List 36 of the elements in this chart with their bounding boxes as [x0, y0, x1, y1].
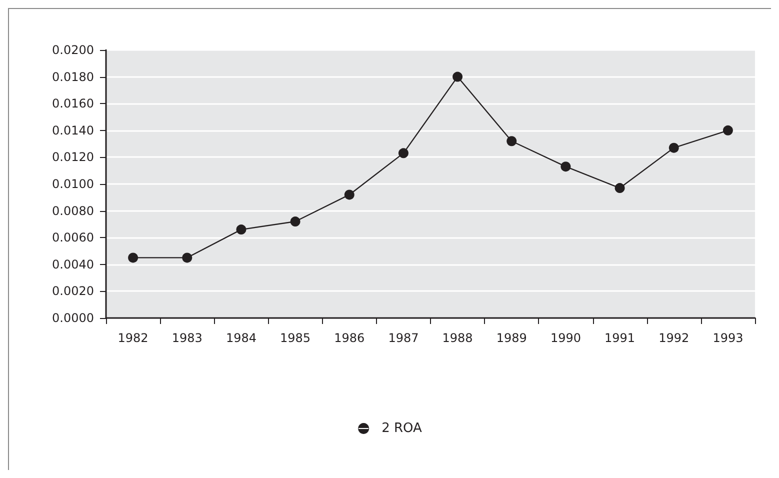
y-tick-label: 0.0080	[52, 204, 94, 218]
x-tick-label: 1988	[442, 331, 473, 345]
x-tick-label: 1987	[388, 331, 419, 345]
x-tick-label: 1985	[280, 331, 311, 345]
x-tick-label: 1984	[226, 331, 256, 345]
point	[398, 148, 408, 158]
x-tick-label: 1989	[496, 331, 527, 345]
x-tick-label: 1993	[712, 331, 744, 345]
point	[722, 125, 733, 136]
x-tick-label: 1986	[334, 331, 365, 345]
x-tick-label: 1991	[604, 331, 636, 345]
point	[128, 252, 138, 263]
point	[290, 216, 300, 227]
x-tick-label: 1983	[172, 331, 202, 345]
point	[452, 72, 463, 82]
point	[560, 162, 571, 172]
point	[506, 136, 517, 146]
y-tick-label: 0.0120	[52, 150, 94, 164]
x-tick-label: 1990	[550, 331, 581, 345]
point	[344, 190, 354, 200]
y-tick-label: 0.0100	[52, 177, 94, 191]
y-tick-label: 0.0060	[52, 230, 94, 245]
y-tick-label: 0.0020	[52, 284, 94, 298]
y-tick-label: 0.0180	[52, 70, 94, 84]
y-tick-label: 0.0140	[52, 123, 94, 138]
y-tick-label: 0.0000	[52, 311, 94, 325]
point	[668, 142, 679, 153]
point	[182, 252, 192, 263]
x-tick-label: 1982	[118, 331, 148, 345]
y-tick-label: 0.0160	[52, 96, 94, 111]
y-tick-label: 0.0040	[52, 257, 94, 272]
y-tick-label: 0.0200	[52, 43, 94, 57]
point	[236, 224, 246, 235]
point	[614, 183, 625, 194]
x-tick-label: 1992	[658, 331, 690, 345]
legend-label: 2 ROA	[382, 421, 422, 436]
